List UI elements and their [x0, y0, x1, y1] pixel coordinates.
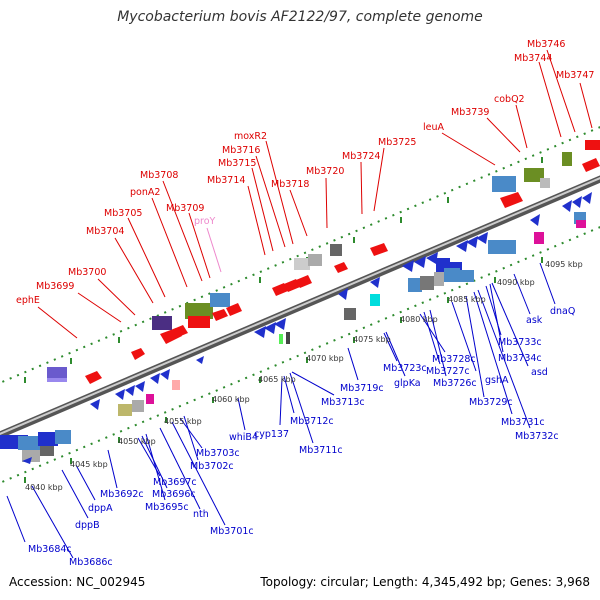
gene-label: Mb3705	[104, 208, 142, 219]
gene-label: Mb3686c	[69, 557, 113, 568]
kbp-tick-labels: 4040 kbp 4045 kbp 4050 kbp 4055 kbp 4060…	[25, 260, 583, 492]
forward-gene-labels: ephE Mb3699 Mb3700 Mb3704 Mb3705 ponA2 M…	[16, 39, 594, 306]
gene-label: gshA	[485, 375, 509, 386]
gene-label: Mb3704	[86, 226, 124, 237]
tick-label: 4080 kbp	[400, 315, 438, 324]
gene-label: ephE	[16, 295, 40, 306]
gene-label: Mb3746	[527, 39, 565, 50]
gene-label: Mb3724	[342, 151, 380, 162]
gene-label: cobQ2	[494, 94, 525, 105]
gene-label: dnaQ	[550, 306, 575, 317]
gene-label: Mb3734c	[498, 353, 542, 364]
gene-label: nth	[193, 509, 209, 520]
gene-label: Mb3696c	[152, 489, 196, 500]
reverse-strand-genes	[0, 192, 592, 464]
gene-label: Mb3713c	[321, 397, 365, 408]
gene-label: Mb3684c	[28, 544, 72, 555]
reverse-gene-labels: Mb3684c Mb3686c dppB dppA Mb3692c Mb3697…	[28, 306, 575, 568]
tick-label: 4060 kbp	[212, 395, 250, 404]
gene-label: Mb3711c	[299, 445, 343, 456]
gene-label: leuA	[423, 122, 445, 133]
gene-label: cyp137	[254, 429, 289, 440]
gene-label: Mb3739	[451, 107, 489, 118]
gene-label: Mb3732c	[515, 431, 559, 442]
gene-label: Mb3712c	[290, 416, 334, 427]
gene-label: Mb3718	[271, 179, 309, 190]
gene-label: Mb3723c	[383, 363, 427, 374]
proY-leader-line	[206, 227, 222, 273]
gene-label: Mb3733c	[498, 337, 542, 348]
gene-label: Mb3708	[140, 170, 178, 181]
genome-summary-text: Topology: circular; Length: 4,345,492 bp…	[260, 575, 590, 589]
gene-label: Mb3700	[68, 267, 106, 278]
gene-label: Mb3692c	[100, 489, 144, 500]
gene-label: Mb3747	[556, 70, 594, 81]
gene-label: Mb3731c	[501, 417, 545, 428]
tick-label: 4085 kbp	[448, 295, 486, 304]
gene-label: Mb3725	[378, 137, 416, 148]
tick-label: 4070 kbp	[306, 354, 344, 363]
gene-label: ponA2	[130, 187, 160, 198]
tick-label: 4040 kbp	[25, 483, 63, 492]
gene-label: Mb3726c	[433, 378, 477, 389]
forward-strand-genes	[47, 140, 600, 384]
gene-label: Mb3709	[166, 203, 204, 214]
tick-label: 4065 kbp	[258, 375, 296, 384]
gene-label: Mb3716	[222, 145, 260, 156]
tick-label: 4095 kbp	[545, 260, 583, 269]
gene-label: whiB4	[229, 432, 258, 443]
gene-label: dppB	[75, 520, 100, 531]
gene-label: Mb3720	[306, 166, 344, 177]
gene-label: Mb3727c	[426, 366, 470, 377]
tick-label: 4075 kbp	[353, 335, 391, 344]
gene-label: moxR2	[234, 131, 267, 142]
gene-label: proY	[194, 216, 216, 227]
forward-track-guide	[0, 126, 600, 384]
gene-label: Mb3719c	[340, 383, 384, 394]
gene-label: Mb3699	[36, 281, 74, 292]
accession-text: Accession: NC_002945	[9, 575, 146, 589]
map-title: Mycobacterium bovis AF2122/97, complete …	[117, 9, 483, 25]
tick-label: 4045 kbp	[70, 460, 108, 469]
tick-label: 4055 kbp	[164, 417, 202, 426]
gene-label: Mb3728c	[432, 354, 476, 365]
gene-label: Mb3714	[207, 175, 245, 186]
genome-backbone-highlight	[0, 177, 600, 435]
reverse-track-guide	[0, 226, 600, 484]
tick-label: 4050 kbp	[118, 437, 156, 446]
gene-label: Mb3744	[514, 53, 552, 64]
gene-label: asd	[531, 367, 548, 378]
tick-label: 4090 kbp	[497, 278, 535, 287]
gene-label: Mb3702c	[190, 461, 234, 472]
gene-label: Mb3715	[218, 158, 256, 169]
gene-label: Mb3701c	[210, 526, 254, 537]
gene-label: Mb3695c	[145, 502, 189, 513]
gene-label: Mb3729c	[469, 397, 513, 408]
top-leader-lines	[37, 49, 593, 339]
gene-label: glpKa	[394, 378, 421, 389]
bottom-leader-lines	[6, 262, 556, 559]
gene-label: dppA	[88, 503, 113, 514]
gene-label: Mb3703c	[196, 448, 240, 459]
gene-label: Mb3697c	[153, 477, 197, 488]
gene-label: ask	[526, 315, 543, 326]
